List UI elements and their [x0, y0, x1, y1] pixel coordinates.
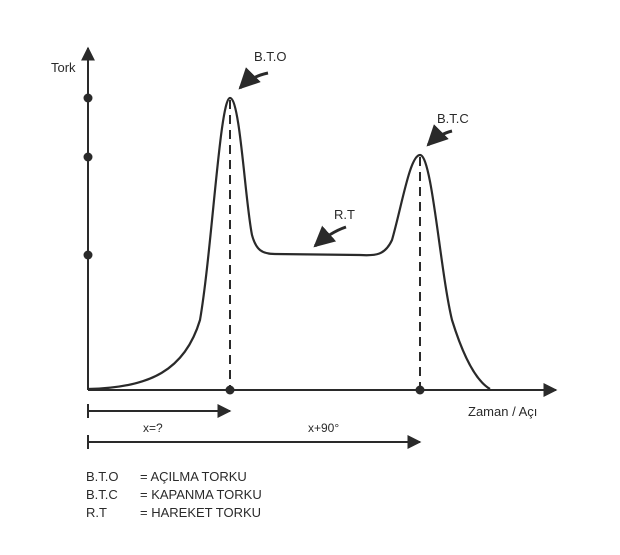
y-axis-label: Tork — [51, 60, 76, 75]
legend: B.T.O = AÇILMA TORKU B.T.C = KAPANMA TOR… — [86, 468, 262, 522]
peak-open-arrow — [238, 67, 269, 90]
span-close-label: x+90° — [308, 421, 339, 435]
x-axis-label: Zaman / Açı — [468, 404, 537, 419]
running-arrow — [313, 225, 347, 248]
x-axis-dot-open — [225, 385, 235, 395]
legend-desc: = HAREKET TORKU — [140, 505, 262, 520]
legend-row: B.T.O = AÇILMA TORKU — [86, 468, 262, 486]
peak-open-label: B.T.O — [254, 49, 287, 64]
x-axis-dot-close — [415, 385, 425, 395]
y-axis-dot — [83, 93, 93, 103]
y-axis-dot — [83, 152, 93, 162]
span-open-label: x=? — [143, 421, 163, 435]
y-axis-dot — [83, 250, 93, 260]
legend-abbr: B.T.C — [86, 487, 118, 502]
running-label: R.T — [334, 207, 355, 222]
legend-row: B.T.C = KAPANMA TORKU — [86, 486, 262, 504]
torque-curve — [87, 96, 491, 391]
peak-close-arrow — [426, 124, 453, 147]
legend-desc: = AÇILMA TORKU — [140, 469, 247, 484]
peak-close-label: B.T.C — [437, 111, 469, 126]
legend-abbr: R.T — [86, 505, 107, 520]
legend-abbr: B.T.O — [86, 469, 119, 484]
legend-row: R.T = HAREKET TORKU — [86, 504, 262, 522]
legend-desc: = KAPANMA TORKU — [140, 487, 262, 502]
